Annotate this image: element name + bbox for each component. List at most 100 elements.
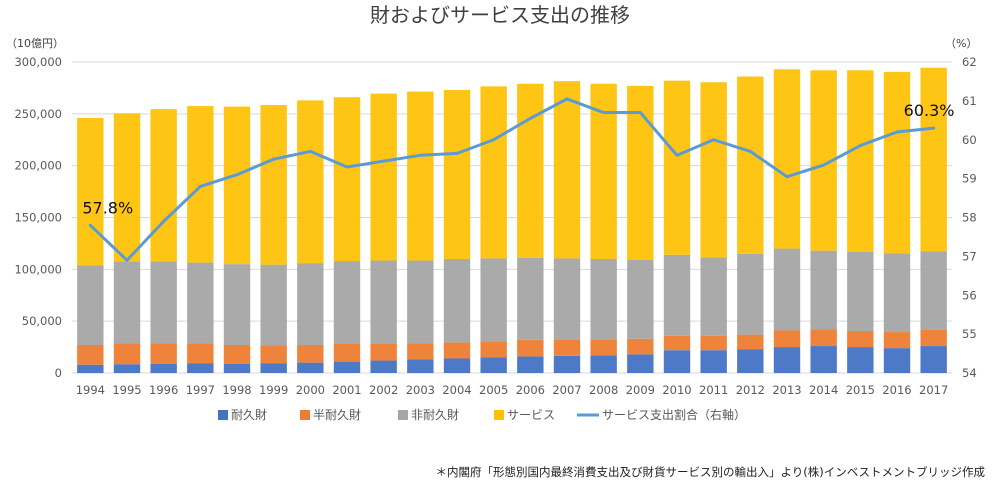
bar-segment-1	[297, 362, 324, 373]
bar-segment-1	[370, 360, 397, 373]
bar-segment-4	[370, 93, 397, 261]
line-series	[89, 97, 934, 262]
bar-segment-1	[920, 346, 947, 373]
bar-segment-2	[370, 343, 397, 361]
bar-segment-3	[77, 265, 104, 346]
bar-segment-2	[443, 342, 471, 359]
bar-segment-1	[480, 357, 507, 373]
legend-label: 非耐久財	[411, 407, 459, 422]
line-point	[198, 184, 202, 188]
right-axis-tick: 59	[962, 172, 977, 186]
x-axis-tick: 2015	[846, 383, 875, 397]
bar-segment-4	[407, 91, 434, 261]
bar-segment-1	[443, 358, 471, 373]
line-point	[382, 159, 386, 163]
legend-label: 耐久財	[231, 407, 267, 422]
bar-segment-3	[700, 257, 727, 336]
bar-segment-1	[150, 363, 177, 373]
chart-title: 財およびサービス支出の推移	[370, 3, 630, 27]
bar-segment-1	[810, 346, 837, 373]
bar-segment-4	[297, 100, 324, 264]
bar-segment-1	[517, 356, 544, 373]
right-axis-tick: 55	[962, 327, 977, 341]
bar-segment-2	[810, 329, 837, 347]
bar-segment-4	[77, 117, 104, 266]
bar-segment-1	[627, 354, 654, 373]
right-axis-tick: 61	[962, 94, 977, 108]
bar-segment-3	[223, 264, 251, 346]
line-point	[638, 111, 642, 115]
bar-segment-1	[883, 348, 911, 373]
x-axis-tick: 2003	[406, 383, 435, 397]
bar-segment-3	[150, 261, 177, 344]
bar-segment-2	[480, 341, 507, 358]
bar-segment-4	[883, 71, 911, 254]
bar-segment-3	[297, 263, 324, 346]
bar-segment-2	[847, 331, 874, 348]
bar-segment-4	[737, 76, 764, 254]
right-axis-tick: 54	[962, 366, 977, 380]
bar-segment-2	[773, 330, 801, 348]
bar-segment-2	[920, 329, 947, 347]
x-axis-tick: 2017	[919, 383, 948, 397]
bar-segment-4	[663, 80, 691, 255]
axes: 0 50,000 100,000 150,000 200,000 250,000 300,0…	[14, 55, 976, 397]
x-axis-tick: 1996	[149, 383, 178, 397]
bar-segment-4	[553, 81, 581, 259]
bar-segment-4	[113, 113, 141, 262]
legend-swatch	[398, 410, 408, 420]
x-axis-tick: 2006	[516, 383, 545, 397]
bar-segment-3	[590, 258, 617, 340]
bar-segment-1	[737, 349, 764, 373]
bar-segment-4	[443, 89, 471, 259]
line-point	[235, 173, 239, 177]
bar-segment-2	[663, 335, 691, 351]
line-point	[125, 258, 129, 262]
bar-segment-2	[150, 343, 177, 364]
bar-segment-2	[517, 339, 544, 357]
legend: 耐久財 半耐久財 非耐久財 サービス サービス支出割合（右軸）	[218, 407, 746, 422]
line-point	[528, 116, 532, 120]
bar-segment-1	[187, 363, 214, 373]
line-point	[308, 149, 312, 153]
right-axis-tick: 56	[962, 288, 977, 302]
line-point	[272, 157, 276, 161]
bar-segment-3	[480, 258, 507, 342]
bar-segment-3	[553, 258, 581, 340]
line-point	[162, 219, 166, 223]
left-axis-tick: 200,000	[14, 159, 62, 173]
x-axis-tick: 2016	[882, 383, 911, 397]
bar-segment-1	[260, 363, 287, 373]
line-point	[492, 138, 496, 142]
right-axis-tick: 58	[962, 211, 977, 225]
bar-segment-2	[187, 343, 214, 364]
left-axis-tick: 0	[55, 366, 62, 380]
bar-segment-1	[700, 350, 727, 373]
x-axis-tick: 1995	[112, 383, 141, 397]
x-axis-tick: 2011	[699, 383, 728, 397]
bar-segment-4	[627, 85, 654, 261]
bar-segment-2	[553, 339, 581, 356]
bar-segment-4	[333, 97, 361, 262]
line-point	[895, 130, 899, 134]
service-ratio-line	[88, 97, 936, 262]
bar-segment-2	[297, 345, 324, 363]
ratio-annotation: 57.8%	[82, 198, 133, 217]
x-axis-tick: 2009	[626, 383, 655, 397]
legend-label: サービス	[507, 408, 555, 422]
line-point	[932, 126, 936, 130]
bar-segment-4	[517, 83, 544, 258]
line-point	[455, 151, 459, 155]
left-axis-tick: 50,000	[22, 314, 62, 328]
bar-segment-3	[810, 250, 837, 330]
x-axis-tick: 2007	[552, 383, 581, 397]
x-axis-tick: 2008	[589, 383, 618, 397]
line-point	[88, 223, 92, 227]
legend-swatch	[494, 410, 504, 420]
bar-segment-3	[883, 253, 911, 333]
x-axis-tick: 2010	[662, 383, 691, 397]
x-axis-tick: 2001	[332, 383, 361, 397]
x-axis-tick: 2014	[809, 383, 838, 397]
line-point	[822, 163, 826, 167]
